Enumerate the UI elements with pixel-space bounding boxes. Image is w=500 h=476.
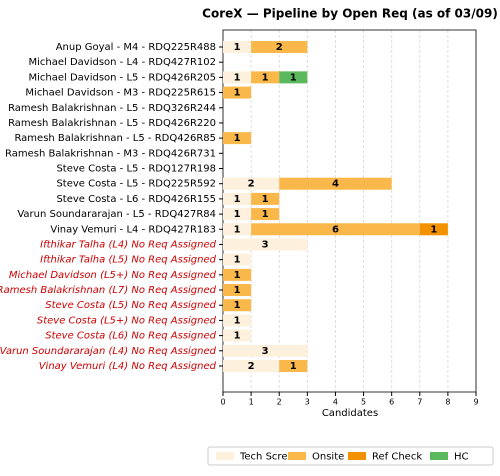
bar-value-label: 1 — [234, 224, 241, 235]
y-tick-label: Ifthikar Talha (L4) No Req Assigned — [40, 239, 217, 250]
bar-segment — [223, 192, 252, 205]
y-tick-label: Steve Costa (L5+) No Req Assigned — [37, 315, 217, 326]
legend-swatch — [216, 452, 234, 460]
bar-value-label: 1 — [234, 255, 241, 266]
chart-title: CoreX — Pipeline by Open Req (as of 03/0… — [202, 7, 498, 21]
legend-swatch — [430, 452, 448, 460]
bar-value-label: 1 — [262, 194, 269, 205]
bar-value-label: 1 — [234, 331, 241, 342]
legend-swatch — [348, 452, 366, 460]
x-tick-label: 0 — [220, 398, 225, 407]
legend-label: HC — [454, 452, 469, 463]
y-tick-label: Ramesh Balakrishnan - L5 - RDQ326R244 — [8, 103, 216, 114]
bar-segment — [223, 299, 252, 312]
x-tick-label: 3 — [305, 398, 310, 407]
bar-value-label: 1 — [234, 285, 241, 296]
bar-value-label: 1 — [234, 72, 241, 83]
bar-segment — [223, 329, 252, 342]
bar-segment — [251, 208, 280, 221]
legend-label: Ref Check — [372, 452, 422, 463]
bar-segment — [223, 359, 280, 372]
bar-segment — [251, 192, 280, 205]
y-tick-label: Varun Soundararajan (L4) No Req Assigned — [0, 346, 217, 357]
y-tick-label: Steve Costa (L5) No Req Assigned — [45, 300, 216, 311]
bar-value-label: 1 — [234, 194, 241, 205]
y-tick-label: Ifthikar Talha (L5) No Req Assigned — [40, 255, 217, 266]
bar-value-label: 1 — [234, 88, 241, 99]
y-tick-label: Anup Goyal - M4 - RDQ225R488 — [56, 42, 216, 53]
bar-value-label: 4 — [332, 179, 339, 190]
bar-value-label: 1 — [234, 209, 241, 220]
x-tick-label: 9 — [473, 398, 478, 407]
x-tick-label: 5 — [361, 398, 366, 407]
bar-segment — [251, 71, 280, 84]
bar-value-label: 1 — [290, 361, 297, 372]
bar-segment — [279, 359, 308, 372]
y-tick-label: Steve Costa - L6 - RDQ426R155 — [56, 194, 216, 205]
y-tick-label: Ramesh Balakrishnan - M3 - RDQ426R731 — [5, 148, 216, 159]
x-tick-label: 4 — [333, 398, 338, 407]
y-tick-label: Vinay Vemuri - L4 - RDQ427R183 — [50, 224, 216, 235]
bar-segment — [223, 268, 252, 281]
x-tick-label: 2 — [277, 398, 282, 407]
bar-value-label: 3 — [262, 346, 269, 357]
y-tick-label: Ramesh Balakrishnan - L5 - RDQ426R85 — [14, 133, 216, 144]
bar-value-label: 1 — [262, 209, 269, 220]
bar-value-label: 1 — [262, 72, 269, 83]
bar-value-label: 2 — [248, 179, 255, 190]
bar-segment — [223, 40, 252, 53]
bar-value-label: 1 — [234, 133, 241, 144]
y-tick-label: Varun Soundararajan - L5 - RDQ427R84 — [17, 209, 216, 220]
bar-value-label: 1 — [234, 270, 241, 281]
x-tick-label: 6 — [389, 398, 394, 407]
x-tick-label: 8 — [445, 398, 450, 407]
bar-value-label: 1 — [234, 300, 241, 311]
bar-segment — [223, 344, 308, 357]
y-tick-label: Vinay Vemuri (L4) No Req Assigned — [39, 361, 217, 372]
bar-segment — [223, 132, 252, 145]
bar-segment — [223, 86, 252, 99]
bar-segment — [223, 238, 308, 251]
y-tick-label: Ramesh Balakrishnan - L5 - RDQ426R220 — [8, 118, 216, 129]
y-tick-label: Michael Davidson (L5+) No Req Assigned — [9, 270, 217, 281]
bar-segment — [223, 223, 252, 236]
y-tick-label: Michael Davidson - L5 - RDQ426R205 — [28, 72, 216, 83]
y-tick-label: Steve Costa (L6) No Req Assigned — [45, 331, 216, 342]
bar-segment — [223, 208, 252, 221]
legend-label: Tech Screen — [239, 452, 300, 463]
y-tick-label: Michael Davidson - L4 - RDQ427R102 — [28, 57, 216, 68]
x-tick-label: 1 — [249, 398, 254, 407]
bar-segment — [251, 40, 308, 53]
y-tick-label: Steve Costa - L5 - RDQ127R198 — [56, 164, 216, 175]
bar-value-label: 2 — [248, 361, 255, 372]
bar-segment — [279, 177, 392, 190]
y-tick-label: Ramesh Balakrishnan (L7) No Req Assigned — [0, 285, 217, 296]
bar-value-label: 1 — [430, 224, 437, 235]
bar-segment — [223, 71, 252, 84]
legend-swatch — [288, 452, 306, 460]
bar-segment — [223, 314, 252, 327]
bar-segment — [279, 71, 308, 84]
bar-value-label: 1 — [290, 72, 297, 83]
bar-value-label: 3 — [262, 239, 269, 250]
x-tick-label: 7 — [417, 398, 422, 407]
bar-segment — [251, 223, 420, 236]
bar-segment — [419, 223, 448, 236]
bar-segment — [223, 284, 252, 297]
legend-label: Onsite — [312, 452, 344, 463]
bar-value-label: 1 — [234, 42, 241, 53]
bar-segment — [223, 177, 280, 190]
x-axis-label: Candidates — [322, 408, 378, 419]
bar-value-label: 1 — [234, 315, 241, 326]
bar-value-label: 6 — [332, 224, 339, 235]
bar-segment — [223, 253, 252, 266]
y-tick-label: Michael Davidson - M3 - RDQ225R615 — [25, 88, 216, 99]
y-tick-label: Steve Costa - L5 - RDQ225R592 — [56, 179, 216, 190]
bar-value-label: 2 — [276, 42, 283, 53]
